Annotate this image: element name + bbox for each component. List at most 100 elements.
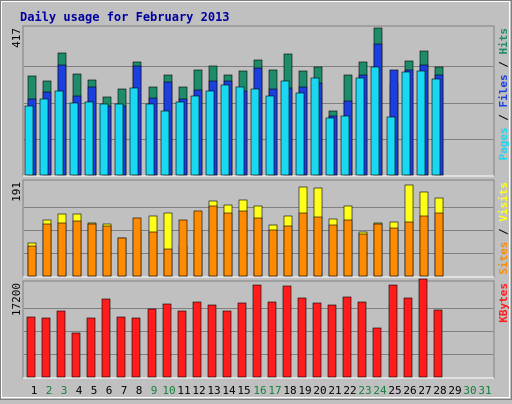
x-tick-label: 25: [388, 384, 401, 397]
bar-pages-day-2: [39, 98, 49, 176]
bar-kbytes-day-1: [26, 316, 36, 378]
bar-pages-day-8: [129, 87, 139, 176]
bar-pages-day-17: [265, 95, 275, 176]
x-tick-label: 27: [418, 384, 431, 397]
bar-sites-day-10: [163, 248, 173, 277]
bar-pages-day-6: [99, 103, 109, 176]
bar-pages-day-20: [310, 77, 320, 176]
bar-pages-day-9: [145, 103, 155, 176]
legend-entry: Sites: [497, 242, 510, 275]
bar-pages-day-11: [175, 101, 185, 176]
x-tick-label: 26: [403, 384, 416, 397]
y-max-label: 17200: [10, 283, 23, 316]
bar-pages-day-19: [295, 92, 305, 176]
bar-sites-day-18: [283, 225, 293, 277]
x-tick-label: 10: [162, 384, 175, 397]
bar-pages-day-26: [401, 71, 411, 176]
bar-kbytes-day-9: [147, 308, 157, 378]
bar-sites-day-3: [57, 222, 67, 277]
bar-sites-day-20: [313, 216, 323, 277]
y-max-label: 191: [10, 182, 23, 202]
legend-separator: /: [497, 222, 510, 242]
legend: Pages / Files / Hits: [497, 28, 510, 161]
bar-kbytes-day-26: [403, 297, 413, 378]
panel-hits-files-pages: 417 Pages / Files / Hits: [10, 25, 510, 177]
bar-pages-day-12: [190, 95, 200, 176]
x-tick-label: 9: [151, 384, 158, 397]
y-max-label: 417: [10, 28, 23, 48]
bar-kbytes-day-27: [418, 278, 428, 378]
bar-kbytes-day-24: [372, 327, 382, 378]
bar-kbytes-day-7: [116, 316, 126, 378]
bar-sites-day-24: [373, 223, 383, 277]
x-tick-label: 28: [433, 384, 446, 397]
bar-pages-day-5: [84, 101, 94, 176]
x-tick-label: 30: [463, 384, 476, 397]
x-tick-label: 23: [358, 384, 371, 397]
bar-kbytes-day-28: [433, 309, 443, 378]
bar-sites-day-26: [404, 221, 414, 277]
x-tick-label: 18: [283, 384, 296, 397]
bar-pages-day-14: [220, 84, 230, 176]
bar-sites-day-11: [178, 219, 188, 277]
x-tick-label: 24: [373, 384, 387, 397]
bar-sites-day-27: [419, 215, 429, 277]
x-tick-label: 22: [343, 384, 356, 397]
bar-sites-day-6: [102, 225, 112, 277]
bar-sites-day-7: [117, 237, 127, 277]
bar-sites-day-1: [27, 245, 37, 277]
bar-kbytes-day-20: [312, 302, 322, 378]
x-tick-label: 7: [121, 384, 128, 397]
x-tick-label: 19: [298, 384, 311, 397]
legend: KBytes: [497, 283, 510, 323]
bar-sites-day-15: [238, 210, 248, 277]
legend-separator: /: [497, 55, 510, 75]
bar-kbytes-day-25: [388, 284, 398, 378]
x-tick-label: 13: [207, 384, 220, 397]
bar-pages-day-28: [431, 78, 441, 176]
chart-panels: 417 Pages / Files / Hits 191 Sites / Visits…: [10, 25, 510, 379]
bar-pages-day-15: [235, 86, 245, 176]
bar-pages-day-21: [325, 117, 335, 176]
outer-frame-highlight: [1, 1, 510, 398]
x-tick-label: 29: [448, 384, 461, 397]
bar-sites-day-12: [193, 210, 203, 277]
legend-entry: Hits: [497, 28, 510, 55]
x-tick-label: 11: [177, 384, 190, 397]
x-tick-label: 14: [222, 384, 236, 397]
bar-kbytes-day-12: [192, 301, 202, 378]
bar-sites-day-13: [208, 205, 218, 277]
panel-kbytes: 17200 KBytes: [10, 278, 510, 379]
bar-sites-day-5: [87, 223, 97, 277]
bar-sites-day-4: [72, 220, 82, 277]
bar-sites-day-16: [253, 217, 263, 277]
x-tick-label: 5: [91, 384, 98, 397]
x-tick-label: 31: [478, 384, 491, 397]
x-tick-label: 6: [106, 384, 113, 397]
x-tick-label: 1: [31, 384, 38, 397]
x-tick-label: 17: [268, 384, 281, 397]
bar-pages-day-4: [69, 102, 79, 176]
legend: Sites / Visits: [497, 182, 510, 275]
bar-pages-day-23: [355, 77, 365, 176]
bar-pages-day-3: [54, 90, 64, 176]
bar-sites-day-21: [328, 224, 338, 277]
bar-pages-day-16: [250, 88, 260, 176]
bar-kbytes-day-23: [357, 301, 367, 378]
bar-pages-day-1: [24, 105, 34, 176]
bar-pages-day-13: [205, 90, 215, 176]
chart-title: Daily usage for February 2013: [20, 10, 230, 24]
bar-kbytes-day-21: [327, 304, 337, 378]
bar-pages-day-27: [416, 70, 426, 176]
legend-entry: Files: [497, 74, 510, 107]
bar-kbytes-day-10: [162, 303, 172, 378]
bar-kbytes-day-3: [56, 310, 66, 378]
bar-sites-day-17: [268, 229, 278, 277]
bar-pages-day-7: [114, 103, 124, 176]
bar-pages-day-25: [386, 116, 396, 176]
legend-entry: Pages: [497, 127, 510, 160]
bar-sites-day-28: [434, 212, 444, 277]
bar-sites-day-25: [389, 227, 399, 277]
bar-kbytes-day-8: [131, 317, 141, 378]
legend-entry: Visits: [497, 182, 510, 222]
